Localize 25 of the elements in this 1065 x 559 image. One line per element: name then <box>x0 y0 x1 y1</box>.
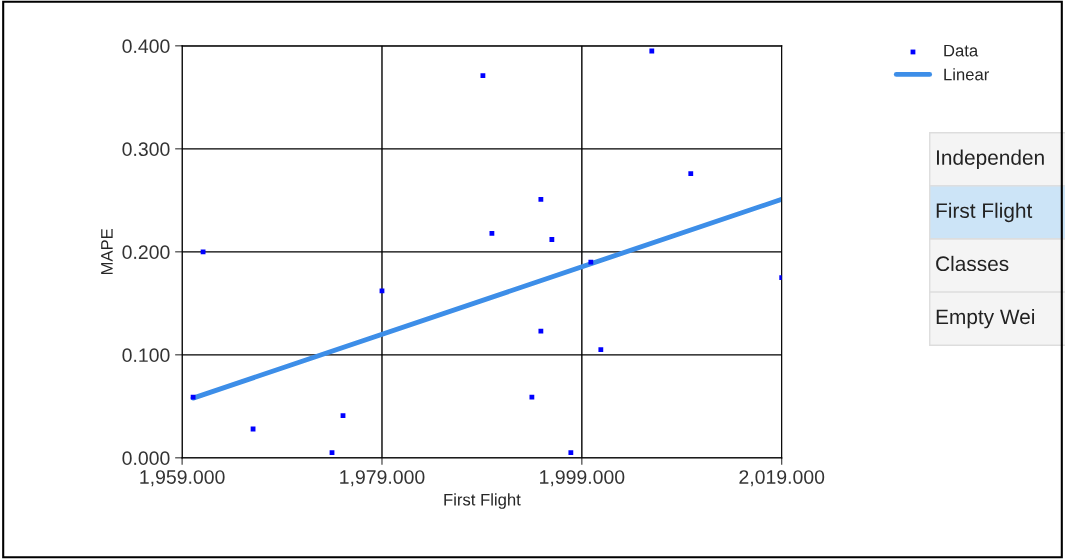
text: Independen <box>936 149 1044 170</box>
x-tick-label: 1,959.000 <box>140 470 225 487</box>
point <box>588 259 594 265</box>
point <box>688 171 694 176</box>
x-axis-title: First Flight <box>444 493 521 509</box>
point <box>538 196 544 202</box>
y-axis-title: MAPE <box>101 228 113 275</box>
legend-label: Data <box>944 44 979 57</box>
y-tick-label: 0.300 <box>122 142 170 157</box>
point <box>568 450 574 456</box>
text: Classes <box>936 255 1009 272</box>
x-tick-label: 1,999.000 <box>540 470 625 487</box>
x-tick-label: 2,019.000 <box>739 470 825 487</box>
point <box>200 249 206 255</box>
legend-label: Linear <box>944 68 990 81</box>
x-tick-label: 1,979.000 <box>340 470 425 487</box>
y-tick-label: 0.400 <box>122 39 170 54</box>
point <box>598 347 604 353</box>
point <box>549 237 555 242</box>
y-tick-label: 0.100 <box>122 348 170 363</box>
text: Empty Wei <box>936 308 1035 329</box>
text: First Flight <box>936 202 1033 223</box>
y-tick-label: 0.200 <box>122 245 170 260</box>
point <box>538 328 544 334</box>
y-tick-label: 0.000 <box>122 451 170 466</box>
